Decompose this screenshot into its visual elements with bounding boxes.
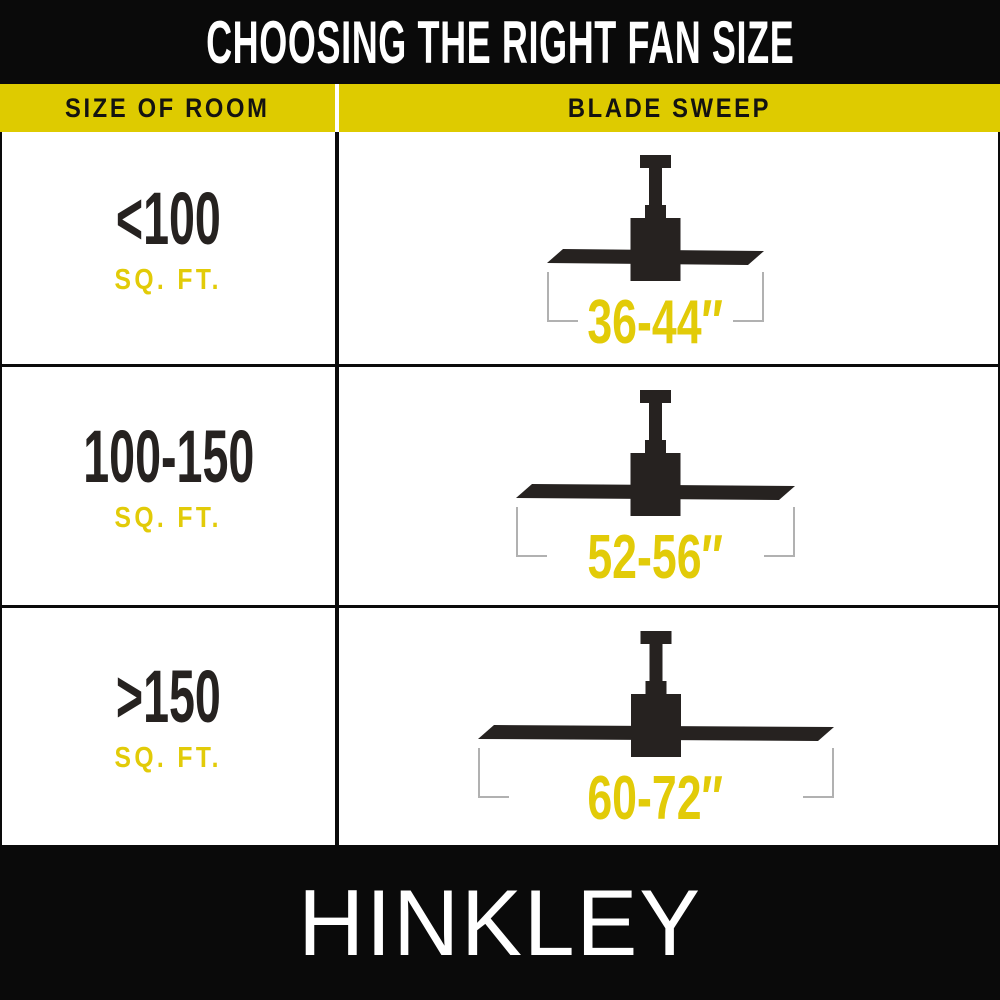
column-divider bbox=[335, 367, 339, 605]
brand-logo: HINKLEY bbox=[298, 869, 702, 975]
room-size-cell: 100-150 SQ. FT. bbox=[2, 367, 335, 605]
page-title: CHOOSING THE RIGHT FAN SIZE bbox=[205, 8, 795, 76]
blade-sweep-value: 52-56″ bbox=[587, 523, 724, 592]
column-header-blade-sweep: BLADE SWEEP bbox=[339, 84, 1000, 132]
column-divider bbox=[335, 132, 339, 364]
table-row: <100 SQ. FT. bbox=[0, 132, 1000, 367]
room-size-value: 100-150 bbox=[82, 414, 255, 498]
blade-sweep-value: 36-44″ bbox=[587, 288, 724, 357]
room-size-unit: SQ. FT. bbox=[114, 263, 223, 296]
column-divider bbox=[335, 84, 339, 132]
ceiling-fan-icon bbox=[547, 155, 764, 322]
column-header-label: SIZE OF ROOM bbox=[65, 92, 270, 123]
fan-figure: 52-56″ bbox=[514, 390, 797, 589]
column-header-size-of-room: SIZE OF ROOM bbox=[0, 84, 335, 132]
room-size-value: <100 bbox=[115, 176, 222, 260]
column-divider bbox=[335, 608, 339, 845]
ceiling-fan-icon bbox=[516, 390, 795, 557]
title-banner: CHOOSING THE RIGHT FAN SIZE bbox=[0, 0, 1000, 84]
measure-bracket-icon bbox=[547, 272, 764, 322]
table-row: >150 SQ. FT. bbox=[0, 608, 1000, 845]
column-header-label: BLADE SWEEP bbox=[567, 92, 772, 123]
room-size-unit: SQ. FT. bbox=[114, 501, 223, 534]
brand-banner: HINKLEY bbox=[0, 845, 1000, 1000]
blade-sweep-cell: 52-56″ bbox=[339, 367, 996, 605]
measure-bracket-icon bbox=[516, 507, 795, 557]
blade-sweep-cell: 36-44″ bbox=[339, 132, 996, 364]
ceiling-fan-icon bbox=[477, 631, 834, 798]
fan-figure: 36-44″ bbox=[545, 155, 766, 354]
room-size-cell: >150 SQ. FT. bbox=[2, 608, 335, 845]
measure-bracket-icon bbox=[477, 748, 834, 798]
fan-figure: 60-72″ bbox=[476, 631, 836, 830]
room-size-value: >150 bbox=[115, 655, 222, 738]
table-header: SIZE OF ROOM BLADE SWEEP bbox=[0, 84, 1000, 132]
table-body: <100 SQ. FT. bbox=[0, 132, 1000, 845]
room-size-cell: <100 SQ. FT. bbox=[2, 132, 335, 364]
blade-sweep-value: 60-72″ bbox=[587, 764, 724, 833]
blade-sweep-cell: 60-72″ bbox=[339, 608, 996, 845]
room-size-unit: SQ. FT. bbox=[114, 742, 223, 774]
table-row: 100-150 SQ. FT. bbox=[0, 367, 1000, 608]
